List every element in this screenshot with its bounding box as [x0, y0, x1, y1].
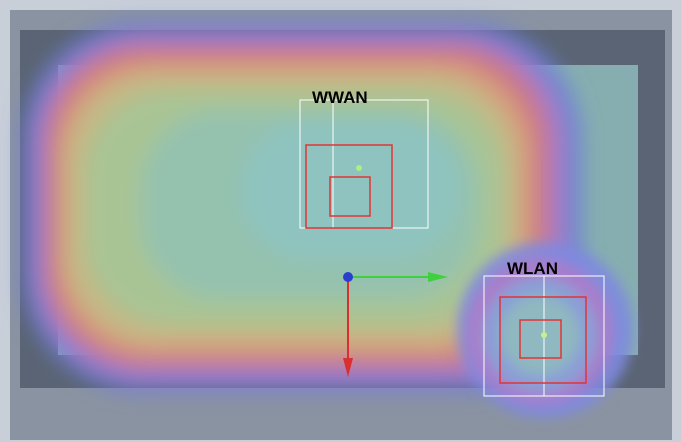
wwan-label: WWAN	[312, 88, 368, 107]
transform-gizmo	[343, 272, 448, 377]
wlan-gizmo	[483, 275, 605, 397]
wlan-source	[541, 332, 547, 338]
x-arrow	[428, 272, 448, 282]
origin	[343, 272, 353, 282]
wlan-inner-box	[519, 319, 562, 359]
y-arrow	[343, 358, 353, 377]
wlan-label: WLAN	[507, 259, 558, 278]
wlan-outer-box	[499, 296, 587, 384]
wlan-heatmap	[457, 242, 633, 418]
wwan-source	[356, 165, 362, 171]
wwan-outer-box	[305, 144, 393, 229]
wwan-inner-box	[329, 176, 371, 217]
wwan-gizmo	[299, 99, 429, 229]
